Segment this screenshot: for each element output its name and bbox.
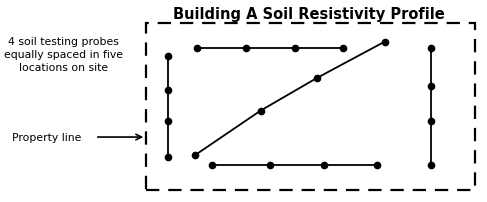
Text: 4 soil testing probes
equally spaced in five
locations on site: 4 soil testing probes equally spaced in … <box>4 36 123 73</box>
Text: Building A Soil Resistivity Profile: Building A Soil Resistivity Profile <box>173 7 445 22</box>
Bar <box>146 24 475 190</box>
Text: Property line: Property line <box>12 132 81 142</box>
